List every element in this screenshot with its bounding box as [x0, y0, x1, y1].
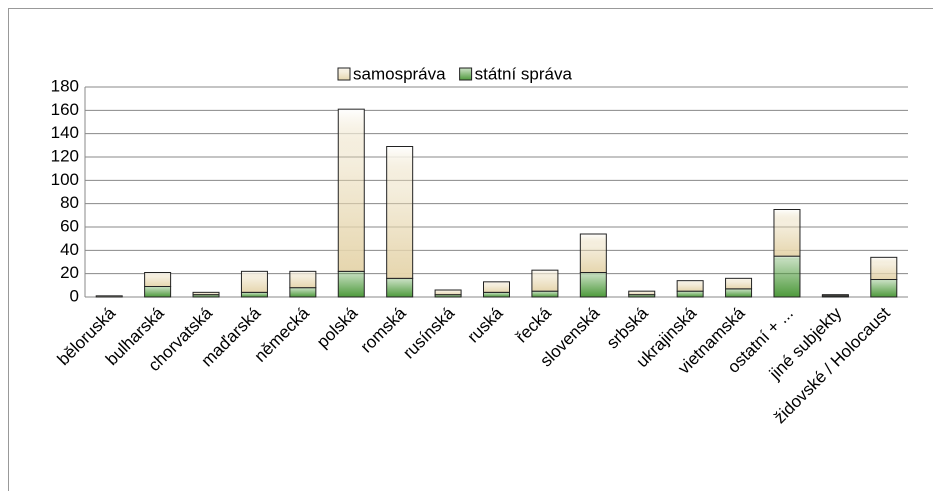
bar-segment [483, 281, 510, 293]
bar-segment [386, 146, 414, 279]
bar-segment [773, 209, 801, 257]
bar-segment [628, 290, 656, 296]
bar-segment [483, 291, 510, 298]
bar-segment [289, 287, 317, 298]
legend-label: samospráva [353, 64, 446, 83]
y-tick-label: 20 [60, 263, 79, 282]
bar-segment [773, 255, 801, 298]
y-tick-label: 180 [51, 76, 79, 95]
x-tick-label: ruská [464, 303, 507, 346]
bar-segment [821, 294, 849, 297]
bar-segment [386, 277, 414, 298]
bar-segment [579, 272, 607, 298]
bar-segment [289, 270, 317, 289]
y-tick-label: 100 [51, 170, 79, 189]
bar-segment [240, 291, 268, 298]
bar-segment [870, 279, 898, 298]
bar-segment [144, 272, 172, 287]
legend-swatch [337, 67, 351, 81]
bar-segment [725, 288, 753, 298]
chart-frame [8, 8, 933, 491]
y-tick-label: 60 [60, 216, 79, 235]
y-tick-label: 160 [51, 100, 79, 119]
bar-segment [676, 280, 704, 292]
bar-segment [725, 277, 753, 290]
bar-segment [95, 295, 123, 298]
bar-segment [144, 286, 172, 298]
x-tick-label: polská [313, 303, 362, 352]
x-tick-label: rusínská [399, 303, 458, 362]
bar-segment [676, 290, 704, 298]
bar-segment [870, 256, 898, 281]
bar-segment [240, 270, 268, 293]
bar-segment [531, 269, 559, 292]
bar-segment [337, 108, 365, 272]
bar-segment [192, 291, 220, 296]
bar-segment [337, 270, 365, 298]
y-tick-label: 140 [51, 123, 79, 142]
legend-label: státní správa [475, 64, 573, 83]
legend-swatch [459, 67, 473, 81]
bar-segment [434, 289, 462, 296]
bar-segment [531, 290, 559, 298]
y-tick-label: 80 [60, 193, 79, 212]
x-tick-label: řecká [512, 303, 555, 346]
y-tick-label: 40 [60, 240, 79, 259]
y-tick-label: 0 [70, 286, 79, 305]
y-tick-label: 120 [51, 146, 79, 165]
bar-segment [579, 233, 607, 273]
